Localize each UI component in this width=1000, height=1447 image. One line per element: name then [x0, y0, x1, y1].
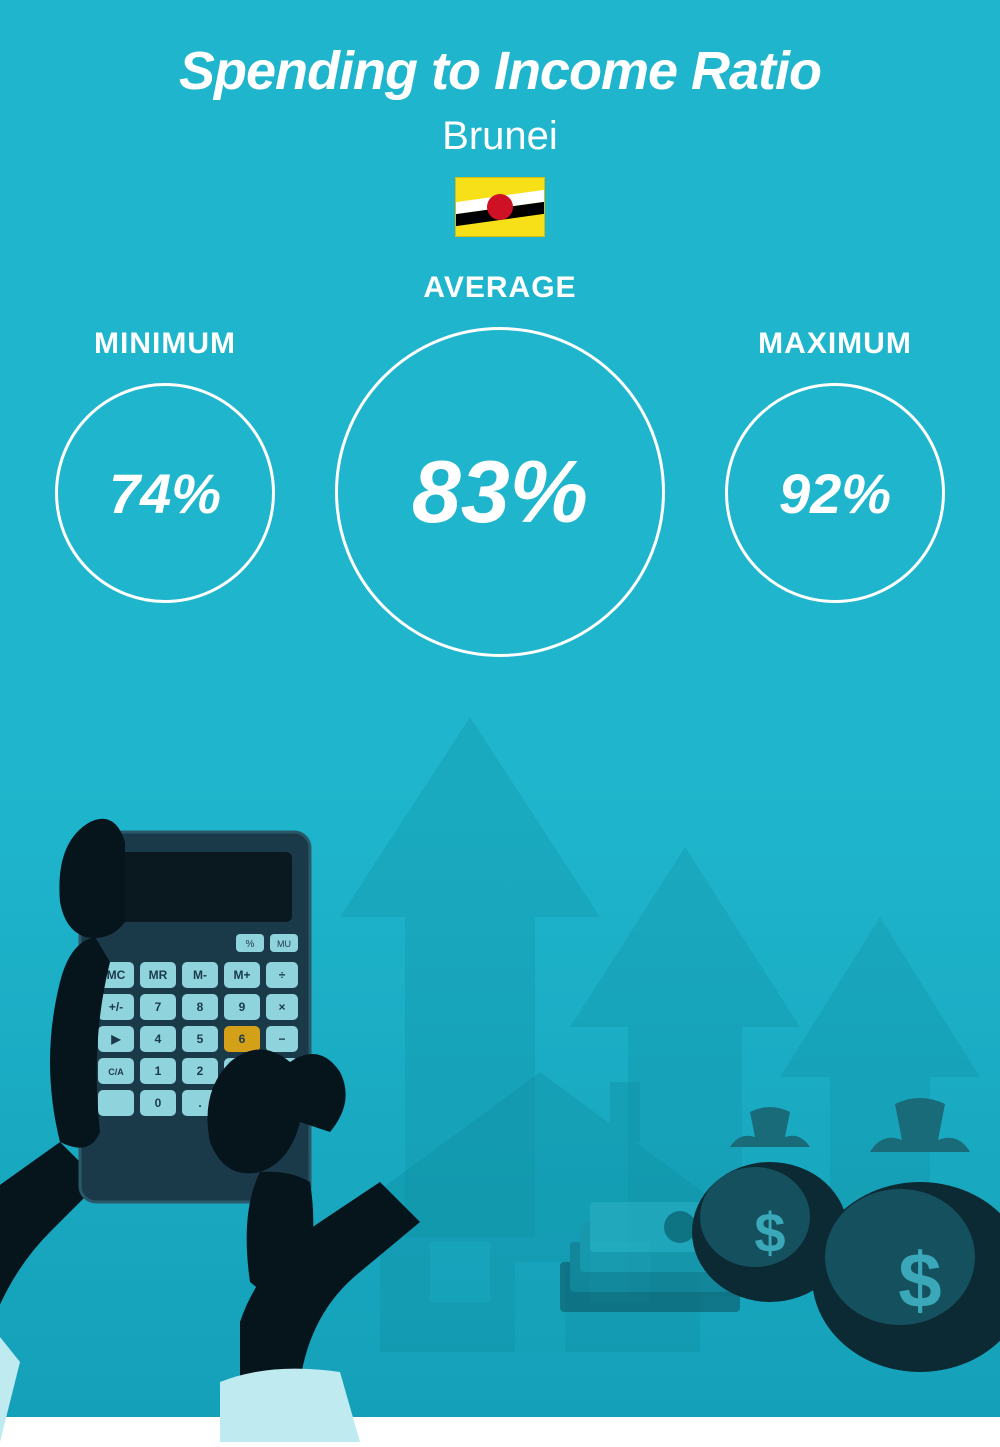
stat-label: MINIMUM — [94, 327, 236, 361]
stat-value: 74% — [109, 461, 221, 526]
stat-label: MAXIMUM — [758, 327, 912, 361]
arrow-up-icon — [780, 917, 980, 1277]
svg-text:9: 9 — [239, 1000, 246, 1014]
svg-text:MR: MR — [149, 968, 168, 982]
stat-circle: 83% — [335, 327, 665, 657]
svg-text:0: 0 — [155, 1096, 162, 1110]
svg-text:$: $ — [898, 1236, 941, 1324]
svg-text:5: 5 — [197, 1032, 204, 1046]
flag-icon — [455, 177, 545, 237]
svg-text:MU: MU — [277, 939, 291, 949]
svg-text:7: 7 — [155, 1000, 162, 1014]
stat-value: 83% — [412, 441, 588, 543]
svg-text:C/A: C/A — [108, 1067, 124, 1077]
stat-value: 92% — [779, 461, 891, 526]
svg-text:÷: ÷ — [279, 968, 286, 982]
stats-row: MINIMUM 74% AVERAGE 83% MAXIMUM 92% — [0, 327, 1000, 657]
stat-minimum: MINIMUM 74% — [55, 327, 275, 603]
svg-text:$: $ — [754, 1201, 785, 1264]
hands-calculator-icon: % MU MC MR M- M+ ÷ +/- 7 8 9 × — [0, 762, 440, 1447]
moneybag-icon: $ — [690, 1102, 850, 1307]
header: Spending to Income Ratio Brunei — [179, 0, 821, 237]
moneybag-icon: $ — [810, 1092, 1000, 1377]
svg-text:%: % — [246, 939, 255, 950]
svg-text:3: 3 — [239, 1064, 246, 1078]
infographic-page: Spending to Income Ratio Brunei MINIMUM … — [0, 0, 1000, 1417]
svg-text:MC: MC — [107, 968, 126, 982]
page-title: Spending to Income Ratio — [179, 40, 821, 102]
svg-text:+: + — [278, 1081, 285, 1095]
svg-text:8: 8 — [197, 1000, 204, 1014]
stat-circle: 92% — [725, 383, 945, 603]
stat-circle: 74% — [55, 383, 275, 603]
svg-text:+/-: +/- — [109, 1000, 123, 1014]
page-subtitle: Brunei — [179, 114, 821, 159]
svg-text:4: 4 — [155, 1032, 162, 1046]
svg-text:M-: M- — [193, 968, 207, 982]
svg-text:▶: ▶ — [110, 1032, 121, 1046]
arrow-up-icon — [340, 717, 600, 1237]
illustration-layer: $ $ — [0, 737, 1000, 1417]
svg-text:2: 2 — [197, 1064, 204, 1078]
svg-text:−: − — [278, 1032, 285, 1046]
svg-text:1: 1 — [155, 1064, 162, 1078]
stat-label: AVERAGE — [423, 271, 576, 305]
stat-average: AVERAGE 83% — [335, 271, 665, 657]
svg-text:×: × — [278, 1000, 285, 1014]
arrow-up-icon — [570, 847, 800, 1297]
svg-text:=: = — [238, 1096, 245, 1110]
house-icon — [350, 1072, 730, 1357]
flag-crest-icon — [487, 194, 513, 220]
svg-text:.: . — [198, 1096, 201, 1110]
svg-text:6: 6 — [239, 1032, 246, 1046]
svg-text:M+: M+ — [233, 968, 250, 982]
stat-maximum: MAXIMUM 92% — [725, 327, 945, 603]
cash-stack-icon — [560, 1192, 760, 1317]
